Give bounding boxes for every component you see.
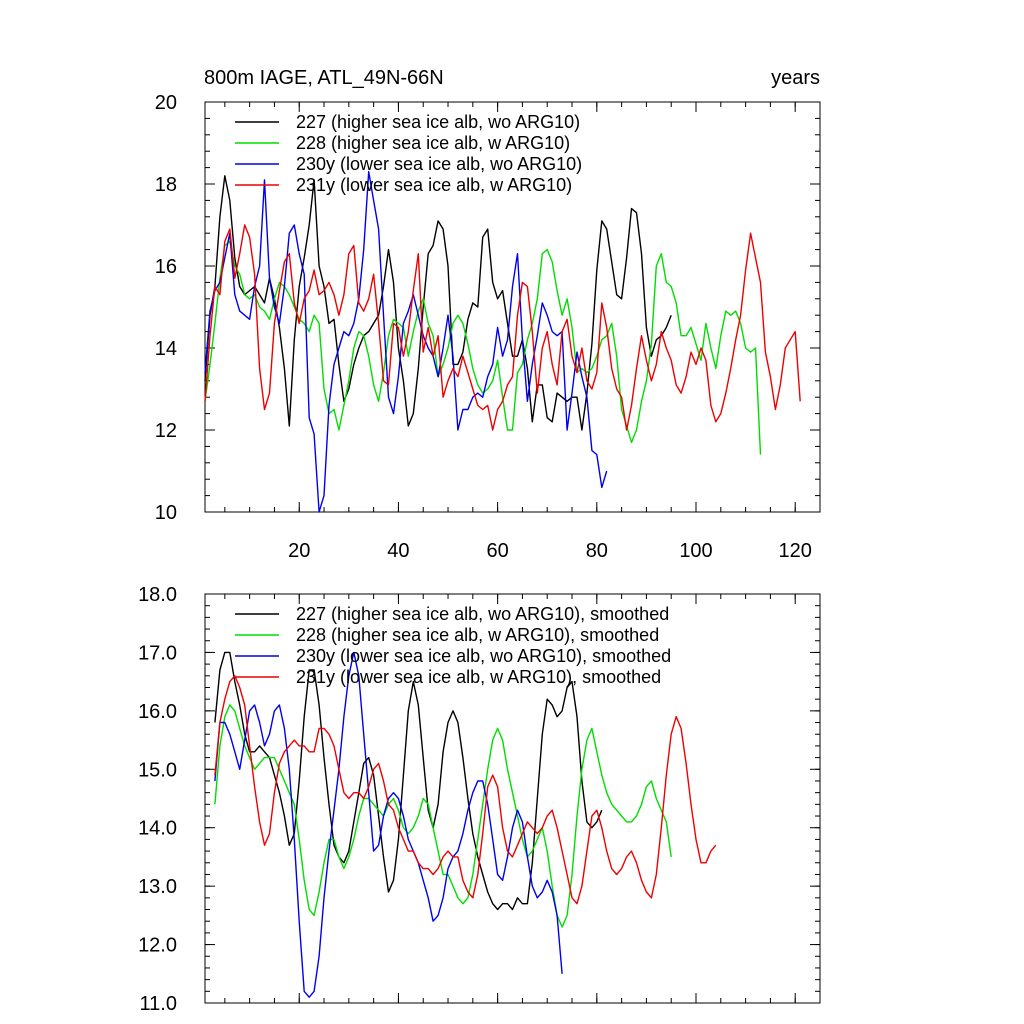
top-panel: 10 12 14 16 18 20 20 40 60 80 100 120 227 (higher se… [155, 92, 821, 562]
x-tick-label: 100 [679, 540, 712, 562]
y-tick-label: 11.0 [140, 993, 177, 1015]
legend-entry: 228 (higher sea ice alb, w ARG10) [296, 133, 570, 153]
bottom-panel: 11.0 12.0 13.0 14.0 15.0 16.0 17.0 18.0 227 (hig… [138, 584, 821, 1015]
x-tick-label: 120 [779, 540, 812, 562]
x-tick-label: 80 [586, 540, 608, 562]
y-tick-label: 18 [155, 174, 177, 196]
y-tick-label: 10 [155, 502, 177, 524]
y-tick-label: 17.0 [138, 642, 177, 664]
y-tick-label: 20 [155, 92, 177, 114]
legend-entry: 230y (lower sea ice alb, wo ARG10) [296, 154, 582, 174]
y-tick-label: 15.0 [138, 759, 177, 781]
series-line-1 [214, 704, 672, 928]
plot-frame [204, 593, 821, 1004]
plot-frame [204, 101, 821, 513]
series-line-0 [214, 651, 603, 911]
series-line-3 [204, 224, 801, 431]
x-tick-label: 40 [387, 540, 409, 562]
series-line-3 [214, 675, 717, 905]
legend-entry: 231y (lower sea ice alb, w ARG10), smoot… [296, 667, 661, 687]
y-tick-label: 13.0 [138, 876, 177, 898]
y-tick-label: 12 [155, 420, 177, 442]
x-tick-label: 20 [288, 540, 310, 562]
legend-entry: 228 (higher sea ice alb, w ARG10), smoot… [296, 625, 659, 645]
series-line-0 [204, 175, 672, 431]
series-line-2 [204, 170, 608, 513]
y-tick-label: 12.0 [138, 935, 177, 957]
legend-entry: 227 (higher sea ice alb, wo ARG10), smoo… [296, 604, 669, 624]
y-tick-label: 14.0 [138, 818, 177, 840]
y-tick-label: 16.0 [138, 701, 177, 723]
y-tick-label: 14 [155, 338, 177, 360]
x-tick-label: 60 [486, 540, 508, 562]
y-tick-label: 18.0 [138, 584, 177, 606]
figure-title-units: years [771, 67, 820, 89]
legend-entry: 231y (lower sea ice alb, w ARG10) [296, 175, 572, 195]
figure-title: 800m IAGE, ATL_49N-66N [204, 67, 444, 89]
series-line-2 [214, 651, 563, 998]
legend-entry: 230y (lower sea ice alb, wo ARG10), smoo… [296, 646, 671, 666]
y-tick-label: 16 [155, 256, 177, 278]
legend-entry: 227 (higher sea ice alb, wo ARG10) [296, 112, 580, 132]
